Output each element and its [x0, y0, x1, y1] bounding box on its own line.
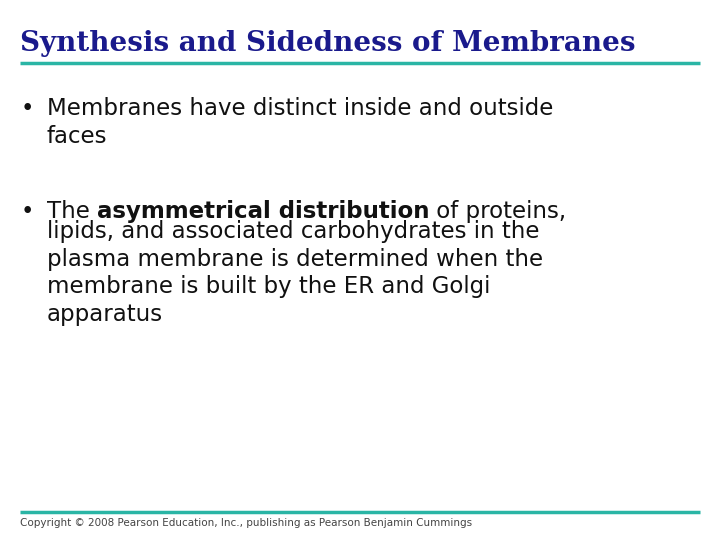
- Text: Synthesis and Sidedness of Membranes: Synthesis and Sidedness of Membranes: [20, 30, 636, 57]
- Text: lipids, and associated carbohydrates in the
plasma membrane is determined when t: lipids, and associated carbohydrates in …: [47, 220, 543, 326]
- Text: •: •: [20, 200, 34, 223]
- Text: •: •: [20, 97, 34, 120]
- Text: Membranes have distinct inside and outside
faces: Membranes have distinct inside and outsi…: [47, 97, 553, 148]
- Text: asymmetrical distribution: asymmetrical distribution: [97, 200, 429, 223]
- Text: The: The: [47, 200, 97, 223]
- Text: Copyright © 2008 Pearson Education, Inc., publishing as Pearson Benjamin Cumming: Copyright © 2008 Pearson Education, Inc.…: [20, 518, 472, 528]
- Text: of proteins,: of proteins,: [429, 200, 567, 223]
